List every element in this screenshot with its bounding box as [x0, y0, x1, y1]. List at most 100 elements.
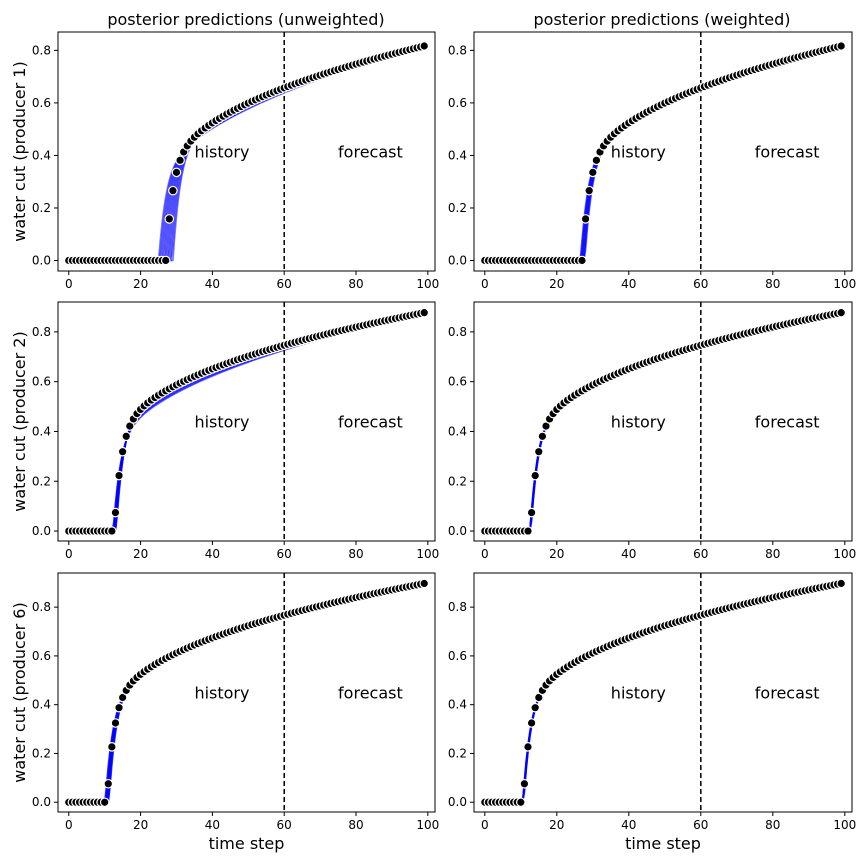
x-tick-label: 100: [416, 277, 439, 291]
observed-point: [99, 797, 110, 808]
history-label: history: [611, 143, 666, 162]
y-tick-label: 0.4: [448, 424, 467, 438]
x-tick-label: 20: [133, 818, 148, 832]
x-tick-label: 60: [277, 277, 292, 291]
observed-point: [530, 702, 540, 713]
y-tick-label: 0.0: [32, 795, 51, 809]
y-tick-label: 0.4: [32, 698, 51, 712]
history-label: history: [611, 413, 666, 432]
plot-area: [63, 302, 430, 541]
panel-producer-6-unweighted: 0 20 40 60 80 100 0.0 0.2 0.4 0.6 0.8 history foreca…: [10, 572, 439, 853]
axes-frame: [57, 31, 436, 272]
x-tick-label: 0: [481, 818, 489, 832]
observed-point: [160, 255, 171, 266]
x-tick-label: 40: [621, 547, 636, 561]
forecast-label: forecast: [338, 413, 403, 432]
observed-point: [107, 742, 117, 752]
observed-point: [121, 431, 132, 442]
x-tick-label: 40: [621, 277, 636, 291]
observed-point: [580, 214, 591, 224]
y-tick-label: 0.6: [448, 649, 467, 663]
x-tick-label: 60: [693, 818, 708, 832]
x-tick-label: 60: [693, 547, 708, 561]
observed-point: [419, 307, 430, 318]
x-tick-label: 100: [833, 547, 856, 561]
y-tick-label: 0.2: [448, 201, 467, 215]
plot-area: [479, 32, 846, 271]
y-tick-label: 0.6: [32, 649, 51, 663]
column-title-unweighted: posterior predictions (unweighted): [107, 10, 384, 29]
observed-point: [419, 41, 430, 51]
observed-point: [103, 778, 114, 789]
x-tick-label: 80: [348, 818, 363, 832]
plot-area: [63, 573, 430, 812]
x-tick-label: 20: [549, 818, 564, 832]
y-tick-label: 0.0: [448, 253, 467, 267]
x-tick-label: 20: [549, 547, 564, 561]
observed-point: [110, 507, 121, 518]
y-tick-label: 0.2: [448, 746, 467, 760]
x-tick-label: 0: [481, 277, 489, 291]
y-tick-label: 0.8: [32, 43, 51, 57]
observed-point: [587, 167, 598, 178]
history-label: history: [611, 684, 666, 703]
forecast-label: forecast: [755, 143, 820, 162]
y-axis-label: water cut (producer 2): [10, 331, 29, 511]
x-tick-label: 20: [133, 277, 148, 291]
observed-point: [110, 718, 121, 728]
axes-frame: [473, 572, 853, 813]
observed-point: [114, 470, 124, 481]
y-tick-label: 0.4: [448, 698, 467, 712]
x-tick-label: 80: [348, 547, 363, 561]
x-axis-label: time step: [209, 834, 285, 853]
observed-point: [523, 742, 533, 752]
x-axis-label: time step: [625, 834, 701, 853]
y-tick-label: 0.2: [448, 474, 467, 488]
observed-point: [577, 255, 587, 266]
history-label: history: [194, 143, 249, 162]
x-tick-label: 0: [65, 547, 73, 561]
panels: 0 20 40 60 80 100 0.0 0.2 0.4 0.6 0.8 history foreca…: [10, 31, 856, 853]
y-tick-label: 0.6: [32, 375, 51, 389]
observed-point: [117, 446, 128, 457]
x-tick-label: 40: [205, 547, 220, 561]
x-tick-label: 40: [205, 277, 220, 291]
y-tick-label: 0.6: [32, 96, 51, 110]
y-axis-label: water cut (producer 1): [10, 61, 29, 241]
x-tick-label: 60: [277, 547, 292, 561]
x-tick-label: 100: [833, 277, 856, 291]
x-tick-label: 100: [416, 818, 439, 832]
y-tick-label: 0.2: [32, 746, 51, 760]
y-tick-label: 0.8: [32, 600, 51, 614]
y-tick-label: 0.4: [32, 148, 51, 162]
y-tick-label: 0.0: [32, 524, 51, 538]
observed-point: [537, 431, 548, 442]
y-tick-label: 0.0: [32, 253, 51, 267]
x-tick-label: 40: [621, 818, 636, 832]
y-tick-label: 0.2: [32, 201, 51, 215]
history-label: history: [194, 684, 249, 703]
y-tick-label: 0.4: [32, 424, 51, 438]
observed-point: [523, 526, 533, 536]
observed-point: [519, 778, 530, 789]
x-tick-label: 80: [348, 277, 363, 291]
observed-point: [175, 155, 185, 166]
observed-point: [164, 214, 175, 224]
panel-producer-1-weighted: 0 20 40 60 80 100 0.0 0.2 0.4 0.6 0.8 history foreca…: [448, 31, 856, 291]
column-title-weighted: posterior predictions (weighted): [534, 10, 791, 29]
y-tick-label: 0.8: [448, 325, 467, 339]
observed-point: [530, 470, 540, 481]
forecast-label: forecast: [755, 413, 820, 432]
y-axis-label: water cut (producer 6): [10, 602, 29, 782]
x-tick-label: 60: [277, 818, 292, 832]
x-tick-label: 0: [481, 547, 489, 561]
panel-producer-2-weighted: 0 20 40 60 80 100 0.0 0.2 0.4 0.6 0.8 history foreca…: [448, 301, 856, 561]
forecast-label: forecast: [338, 143, 403, 162]
plot-area: [63, 32, 430, 271]
observed-point: [114, 702, 124, 713]
x-tick-label: 0: [65, 818, 73, 832]
y-tick-label: 0.8: [32, 325, 51, 339]
observed-point: [419, 578, 430, 589]
